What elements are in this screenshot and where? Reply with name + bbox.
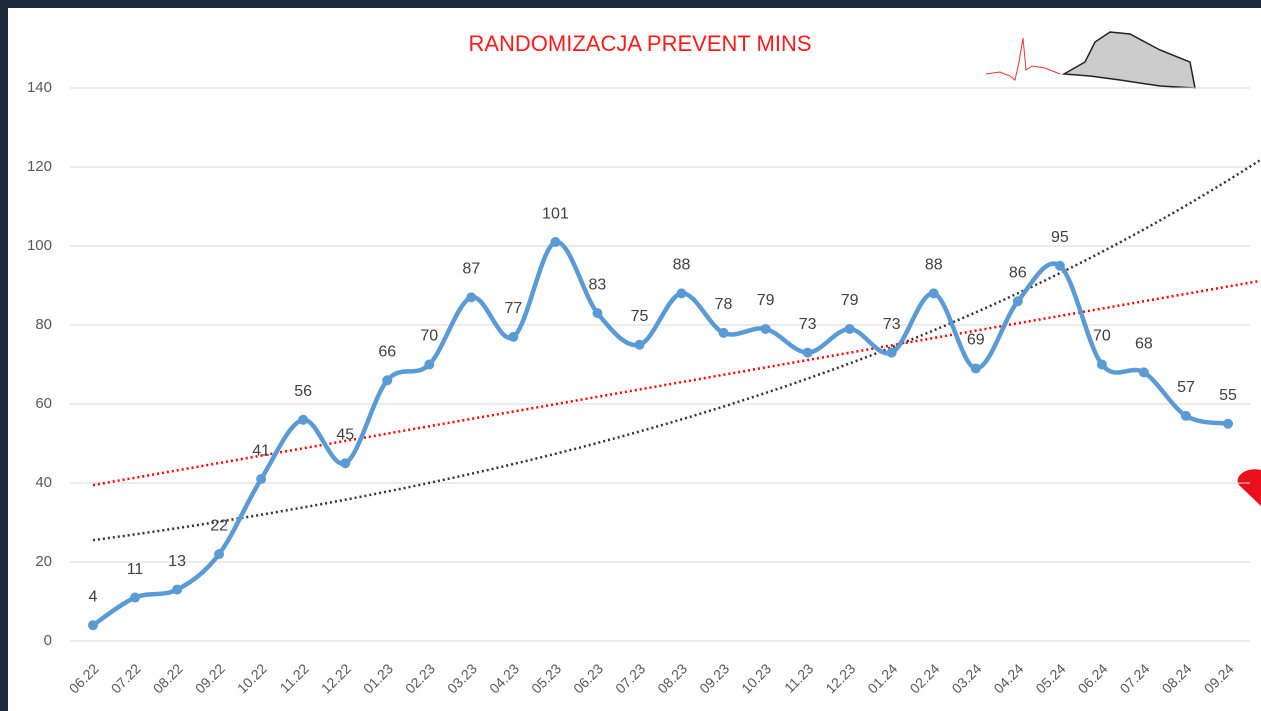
data-point <box>1181 411 1191 421</box>
y-tick-label: 20 <box>35 553 52 570</box>
data-point <box>1055 261 1065 271</box>
data-label: 88 <box>925 257 943 274</box>
y-tick-label: 80 <box>35 316 52 333</box>
y-tick-label: 40 <box>35 474 52 491</box>
data-point <box>88 620 98 630</box>
data-point <box>761 324 771 334</box>
data-point <box>256 474 266 484</box>
data-point <box>634 340 644 350</box>
data-point <box>214 549 224 559</box>
data-label: 68 <box>1135 336 1153 353</box>
data-label: 69 <box>967 332 985 349</box>
data-point <box>971 363 981 373</box>
y-tick-label: 0 <box>44 632 52 649</box>
data-label: 41 <box>252 442 270 459</box>
data-point <box>1139 367 1149 377</box>
data-label: 66 <box>378 344 396 361</box>
data-label: 95 <box>1051 229 1069 246</box>
data-label: 101 <box>542 205 569 222</box>
data-label: 4 <box>89 588 98 605</box>
data-point <box>550 237 560 247</box>
data-label: 87 <box>462 261 480 278</box>
data-point <box>677 288 687 298</box>
data-label: 75 <box>631 308 649 325</box>
data-label: 45 <box>336 426 354 443</box>
data-label: 56 <box>294 383 312 400</box>
data-label: 78 <box>715 296 733 313</box>
data-label: 83 <box>589 276 607 293</box>
data-point <box>719 328 729 338</box>
data-point <box>340 458 350 468</box>
data-label: 73 <box>883 316 901 333</box>
screen: RANDOMIZACJA PREVENT MINS 0 20 40 60 80 100 12… <box>0 0 1261 711</box>
data-label: 57 <box>1177 379 1195 396</box>
data-label: 88 <box>673 257 691 274</box>
chart-title: RANDOMIZACJA PREVENT MINS <box>468 31 811 56</box>
chart: RANDOMIZACJA PREVENT MINS 0 20 40 60 80 100 12… <box>0 0 1261 711</box>
data-label: 22 <box>210 517 228 534</box>
data-label: 11 <box>127 561 144 578</box>
data-label: 86 <box>1009 265 1027 282</box>
data-point <box>845 324 855 334</box>
data-point <box>298 415 308 425</box>
chart-panel <box>8 8 1261 711</box>
y-tick-label: 60 <box>35 395 52 412</box>
data-point <box>466 292 476 302</box>
data-point <box>424 360 434 370</box>
y-tick-label: 140 <box>27 79 52 96</box>
data-point <box>382 375 392 385</box>
data-label: 77 <box>504 300 522 317</box>
data-point <box>1223 419 1233 429</box>
data-label: 13 <box>168 553 186 570</box>
data-label: 79 <box>841 292 859 309</box>
data-point <box>172 585 182 595</box>
data-label: 70 <box>1093 328 1111 345</box>
y-tick-label: 100 <box>27 237 52 254</box>
data-point <box>592 308 602 318</box>
data-point <box>508 332 518 342</box>
data-point <box>887 348 897 358</box>
data-point <box>929 288 939 298</box>
data-label: 79 <box>757 292 775 309</box>
data-label: 70 <box>420 328 438 345</box>
data-point <box>803 348 813 358</box>
data-label: 55 <box>1219 387 1237 404</box>
y-tick-label: 120 <box>27 158 52 175</box>
data-point <box>1013 296 1023 306</box>
data-point <box>1097 360 1107 370</box>
data-point <box>130 593 140 603</box>
data-label: 73 <box>799 316 817 333</box>
